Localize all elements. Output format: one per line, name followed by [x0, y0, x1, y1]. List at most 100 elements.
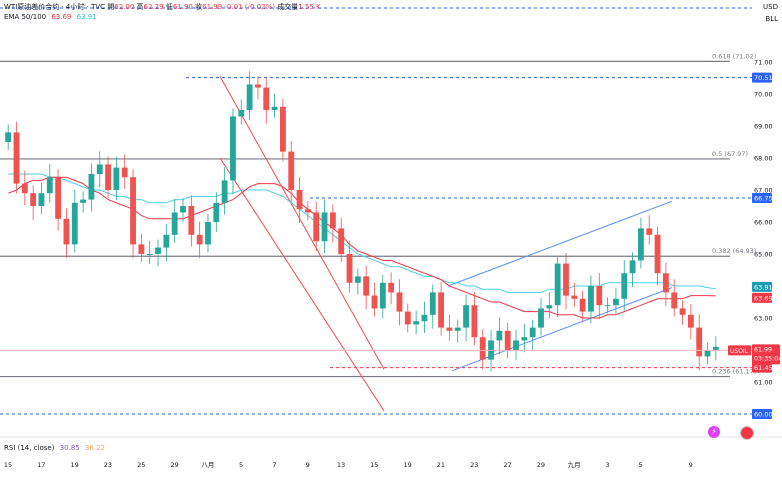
price-level-badge	[752, 409, 772, 419]
price-level-badge	[752, 193, 772, 203]
y-tick-label: 69.00	[754, 123, 773, 131]
candle	[679, 300, 686, 325]
open-value: 62.00	[114, 3, 135, 11]
x-tick-label: 23	[470, 461, 478, 469]
x-tick-label: 25	[137, 461, 145, 469]
candle	[554, 255, 561, 318]
candle	[338, 217, 345, 262]
x-tick-label: 3	[605, 461, 609, 469]
candle	[454, 319, 461, 343]
x-tick-label: 29	[170, 461, 178, 469]
high-label: 高	[136, 3, 144, 11]
candle	[271, 93, 278, 118]
volume-label: 成交量	[277, 3, 299, 11]
candle	[712, 336, 719, 361]
symbol-badge-text: USOIL	[730, 348, 749, 355]
x-tick-label: 九月	[568, 460, 581, 469]
candle	[21, 170, 28, 206]
flag-icon[interactable]	[740, 426, 754, 440]
candle	[113, 157, 120, 200]
candle	[296, 176, 303, 223]
rsi-label: RSI (14, close)	[4, 444, 55, 452]
candle	[188, 195, 195, 247]
candle	[662, 262, 669, 307]
x-tick-label: 9	[306, 461, 310, 469]
candle	[246, 71, 253, 120]
fib-level-label: 0.236 (61.17)	[712, 368, 756, 376]
chart-legend-ohlc: WTI原油差价合约 · 4小时 · TVC 開62.00 高62.29 低61.…	[4, 2, 321, 12]
candle	[696, 314, 703, 371]
x-tick-label: 5	[639, 461, 643, 469]
candle	[288, 141, 295, 202]
fib-level-label: 0.5 (67.97)	[712, 150, 748, 158]
candle	[513, 329, 519, 360]
price-level-badge-text: 61.45	[754, 364, 773, 372]
candle	[255, 76, 261, 100]
candle	[346, 240, 353, 293]
candle	[230, 108, 236, 195]
y-tick-label: 61.00	[754, 379, 773, 387]
rsi-ma-value: 36.22	[84, 444, 106, 452]
candle	[30, 185, 37, 220]
candle	[546, 292, 553, 319]
current-price-countdown: 03:35:04	[754, 355, 782, 362]
close-label: 收	[195, 3, 203, 11]
candle	[329, 204, 336, 243]
candle	[263, 77, 270, 124]
candle	[205, 214, 211, 253]
symbol-badge	[728, 345, 751, 356]
candle	[63, 208, 70, 259]
candle	[596, 272, 603, 319]
candle	[629, 252, 636, 287]
candle	[13, 121, 20, 194]
x-tick-label: 21	[437, 461, 445, 469]
candle	[313, 201, 320, 252]
low-value: 61.90	[172, 3, 193, 11]
candle	[571, 282, 578, 307]
candle	[579, 290, 586, 322]
fib-level-label: 0.618 (71.02)	[712, 52, 756, 60]
candle	[654, 226, 661, 286]
candle	[687, 304, 694, 340]
ema-label: EMA 50/100	[4, 13, 47, 21]
currency-label: USD	[763, 3, 778, 11]
ema-legend[interactable]: EMA 50/100 63.69 63.91	[4, 13, 97, 21]
y-tick-label: 70.00	[754, 91, 773, 99]
y-tick-label: 63.00	[754, 315, 773, 323]
candle	[371, 282, 378, 317]
current-price-value: 61.99	[754, 346, 772, 353]
candle	[479, 329, 486, 370]
candle	[321, 199, 328, 254]
candle	[504, 322, 511, 358]
candle	[388, 272, 395, 305]
candle	[46, 164, 53, 204]
price-level-badge-text: 70.51	[754, 74, 773, 82]
x-tick-label: 15	[4, 461, 12, 469]
price-level-badge-text: 66.75	[754, 195, 773, 203]
ema-value-badge-text: 63.91	[754, 283, 773, 291]
volume-value: 1.55 K	[298, 3, 321, 11]
x-tick-label: 八月	[201, 461, 214, 469]
y-tick-label: 71.00	[754, 59, 773, 67]
y-tick-label: 67.00	[754, 187, 773, 195]
unit-label: BLL	[765, 15, 778, 23]
candle	[363, 265, 370, 310]
candle	[213, 192, 220, 232]
x-tick-label: 19	[403, 461, 411, 469]
rsi-value: 30.85	[59, 444, 80, 452]
fib-level-label: 0.382 (64.93)	[712, 247, 756, 255]
flash-icon[interactable]: ⚡	[708, 426, 720, 438]
rsi-legend[interactable]: RSI (14, close) 30.85 36.22	[4, 444, 105, 452]
x-tick-label: 23	[104, 461, 112, 469]
candle	[5, 124, 12, 150]
candle	[496, 317, 503, 355]
x-tick-label: 9	[689, 461, 693, 469]
channel-line-upper	[219, 76, 385, 370]
close-value: 61.99	[202, 3, 223, 11]
ema50-value: 63.69	[51, 13, 72, 21]
current-price-badge	[752, 344, 780, 365]
ema100-value: 63.91	[76, 13, 97, 21]
ema50-line	[8, 176, 716, 319]
